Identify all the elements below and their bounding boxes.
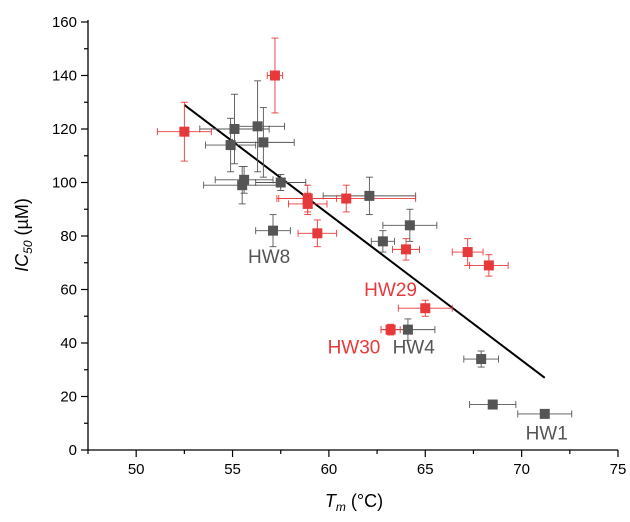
y-tick-label: 40: [60, 335, 77, 352]
y-tick-label: 80: [60, 228, 77, 245]
data-point-red: [462, 247, 473, 258]
y-tick-label: 160: [52, 14, 77, 31]
data-point-gray: [258, 137, 269, 148]
data-point-gray: [239, 174, 250, 185]
data-point-gray: [404, 220, 415, 231]
y-tick-label: 0: [69, 442, 77, 459]
x-tick-label: 75: [610, 461, 627, 478]
error-bar: [382, 208, 438, 242]
fit-line: [183, 104, 546, 379]
data-point-gray: [229, 124, 240, 134]
data-point-red: [179, 126, 190, 137]
x-tick-label: 55: [224, 461, 241, 478]
data-point-gray: [364, 190, 375, 201]
point-label: HW4: [393, 338, 436, 359]
x-tick-label: 70: [513, 461, 530, 478]
data-point-gray: [252, 121, 263, 132]
data-point-red: [341, 193, 352, 204]
data-point-red: [302, 198, 313, 209]
y-tick-label: 140: [52, 68, 77, 85]
data-point-red: [483, 260, 494, 271]
data-point-red: [401, 244, 411, 255]
point-label: HW30: [328, 338, 381, 359]
data-point-gray: [377, 236, 388, 247]
data-point-red: [312, 228, 323, 239]
data-point-gray: [225, 140, 236, 151]
data-point-gray: [268, 225, 279, 236]
x-tick-label: 60: [321, 461, 338, 478]
point-label: HW29: [364, 280, 417, 301]
data-point-gray: [487, 399, 498, 410]
y-tick-label: 100: [52, 175, 77, 192]
x-axis-label: Tm (°C): [325, 491, 383, 514]
data-point-gray: [402, 324, 413, 335]
x-tick-label: 65: [417, 461, 434, 478]
data-point-red: [302, 193, 313, 204]
data-point-red: [420, 303, 431, 314]
x-tick-label: 50: [128, 461, 145, 478]
y-tick-label: 20: [60, 389, 77, 406]
data-point-gray: [237, 180, 248, 191]
y-tick-label: 60: [60, 282, 77, 299]
data-point-gray: [539, 408, 550, 419]
y-axis-label: IC50 (µM): [12, 198, 35, 272]
data-point-gray: [275, 177, 286, 188]
data-point-red: [385, 324, 396, 335]
data-point-red: [269, 70, 280, 81]
y-tick-label: 120: [52, 121, 77, 138]
data-point-gray: [476, 354, 487, 365]
point-label: HW1: [526, 423, 568, 444]
point-label: HW8: [248, 247, 290, 268]
